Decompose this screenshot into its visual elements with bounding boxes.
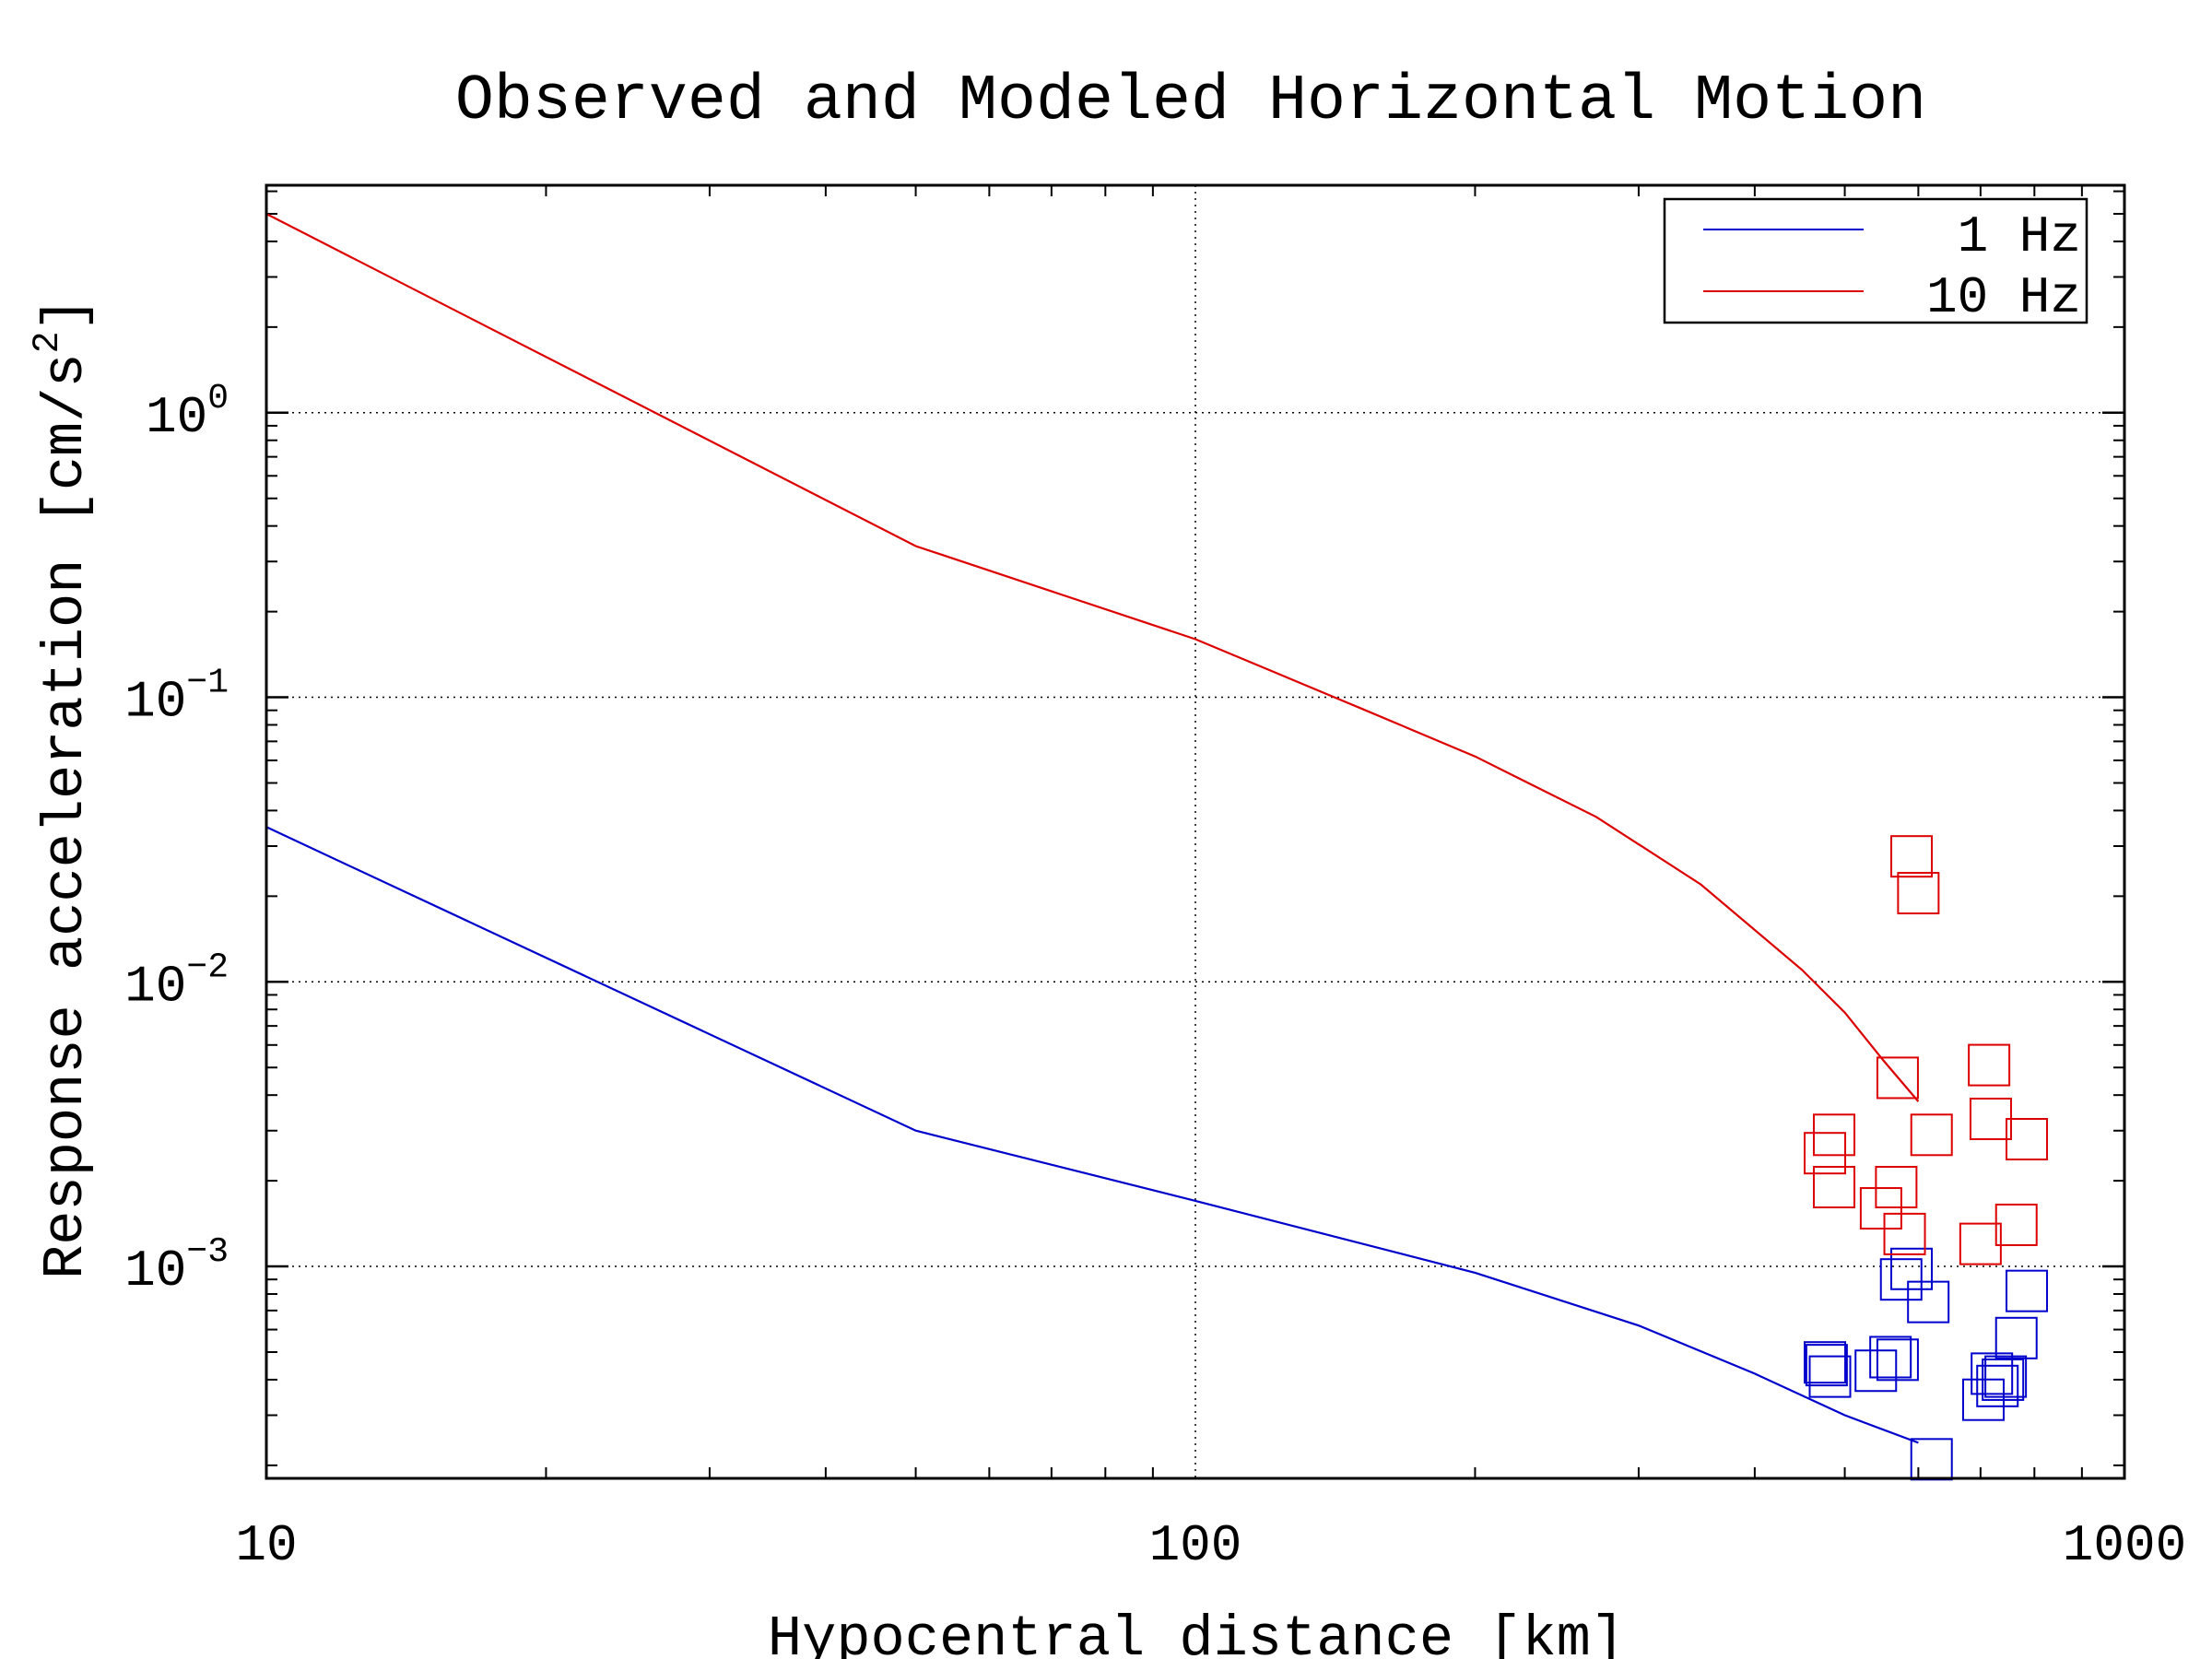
- data-point-10hz: [1813, 1165, 1856, 1208]
- data-point-1hz: [1907, 1280, 1950, 1324]
- y-tick-exponent: −3: [186, 1232, 229, 1272]
- data-point-1hz: [1805, 1344, 1848, 1387]
- x-tick-labels: 10 100 1000: [235, 1516, 2186, 1575]
- data-point-10hz: [1910, 1113, 1953, 1157]
- y-tick-exponent: 0: [207, 379, 229, 418]
- data-point-1hz: [1890, 1247, 1934, 1290]
- legend-label-1hz: 1 Hz: [1958, 207, 2081, 266]
- series-line-10hz: [265, 213, 1920, 1102]
- y-tick-base: 10: [124, 957, 186, 1016]
- data-point-10hz: [1859, 1187, 1902, 1230]
- x-tick-label: 1000: [2063, 1516, 2186, 1575]
- plot-frame: [265, 183, 2126, 1480]
- data-point-10hz: [1875, 1165, 1918, 1208]
- y-tick-exponent: −1: [186, 664, 229, 703]
- y-axis-label-main: Response acceleration [cm/s: [33, 353, 99, 1279]
- data-point-1hz: [1879, 1258, 1923, 1301]
- x-tick-label: 100: [1149, 1516, 1242, 1575]
- data-point-1hz: [1982, 1358, 2025, 1401]
- minor-ticks: [266, 185, 2124, 1478]
- data-point-1hz: [1976, 1364, 2019, 1407]
- data-point-1hz: [1971, 1352, 2014, 1395]
- chart-title: Observed and Modeled Horizontal Motion: [455, 65, 1926, 138]
- data-point-10hz: [1890, 835, 1934, 878]
- data-point-10hz: [1804, 1132, 1847, 1175]
- data-point-10hz: [1813, 1113, 1856, 1157]
- data-point-1hz: [1804, 1341, 1847, 1384]
- y-tick-base: 10: [124, 673, 186, 732]
- legend-box: [1663, 197, 2088, 324]
- y-tick-base: 10: [124, 1241, 186, 1300]
- x-axis-label: Hypocentral distance [km]: [768, 1606, 1625, 1659]
- y-tick-exponent: −2: [186, 947, 229, 987]
- data-point-10hz: [1897, 872, 1940, 915]
- y-axis-label-superscript: 2: [28, 331, 69, 353]
- y-tick-label: 10−1: [124, 664, 229, 732]
- data-point-10hz: [2006, 1118, 2049, 1161]
- data-point-10hz: [1876, 1056, 1919, 1100]
- data-point-10hz: [1883, 1212, 1926, 1255]
- legend: 1 Hz 10 Hz: [1663, 197, 2088, 327]
- series-lines: [265, 213, 1920, 1444]
- data-point-1hz: [2006, 1269, 2049, 1312]
- observed-markers: [1804, 835, 2049, 1481]
- data-point-1hz: [1994, 1316, 2038, 1359]
- data-point-10hz: [1959, 1222, 2002, 1265]
- data-point-1hz: [1876, 1338, 1919, 1382]
- series-line-1hz: [265, 826, 1919, 1444]
- data-point-10hz: [1994, 1203, 2038, 1246]
- y-tick-label: 10−2: [124, 947, 229, 1016]
- y-tick-base: 10: [146, 388, 207, 447]
- y-tick-label: 100: [146, 379, 229, 447]
- data-point-1hz: [1854, 1349, 1898, 1393]
- x-tick-label: 10: [235, 1516, 297, 1575]
- data-point-1hz: [1808, 1355, 1852, 1398]
- y-tick-label: 10−3: [124, 1232, 229, 1300]
- data-point-10hz: [1968, 1043, 2011, 1087]
- data-point-1hz: [1869, 1335, 1912, 1379]
- legend-label-10hz: 10 Hz: [1926, 268, 2081, 327]
- y-axis-label: Response acceleration [cm/s2]: [28, 297, 99, 1279]
- y-axis-label-end: ]: [33, 297, 99, 331]
- data-point-1hz: [1984, 1355, 2028, 1398]
